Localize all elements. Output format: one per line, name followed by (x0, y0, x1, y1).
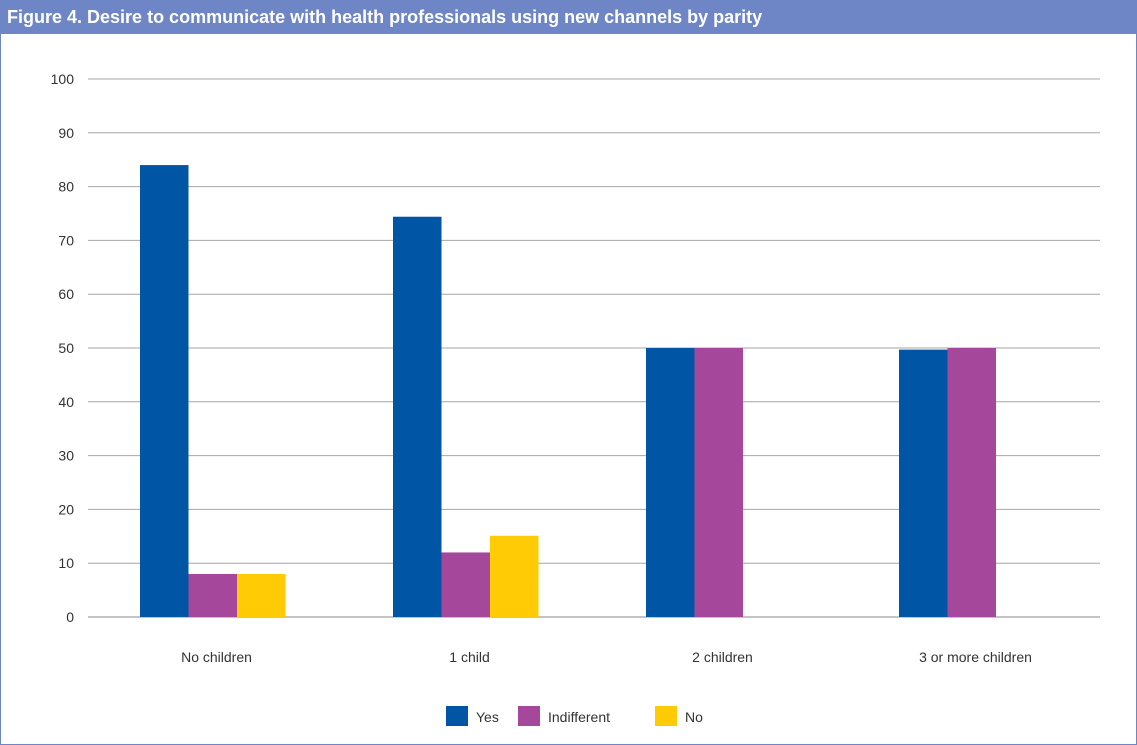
legend: Yes Indifferent No (446, 706, 703, 726)
bar-yes-3 (899, 349, 948, 617)
x-axis-ticks: No children 1 child 2 children 3 or more ch… (181, 649, 1032, 665)
legend-label-yes: Yes (476, 709, 499, 725)
bar-indifferent-2 (694, 348, 743, 617)
bars (140, 165, 996, 617)
y-tick-label: 10 (58, 555, 74, 571)
legend-label-indifferent: Indifferent (548, 709, 610, 725)
bar-yes-0 (140, 165, 189, 617)
y-axis-ticks: 0 10 20 30 40 50 60 70 80 90 100 (51, 71, 75, 625)
x-tick-label: 1 child (449, 649, 489, 665)
x-tick-label: No children (181, 649, 252, 665)
bar-no-1 (490, 535, 539, 617)
y-tick-label: 70 (58, 232, 74, 248)
bar-indifferent-0 (188, 573, 237, 617)
y-tick-label: 0 (66, 609, 74, 625)
y-tick-label: 100 (51, 71, 75, 87)
legend-swatch-yes (446, 706, 468, 726)
figure-title: Desire to communicate with health profes… (87, 7, 763, 27)
y-tick-label: 40 (58, 394, 74, 410)
y-tick-label: 50 (58, 340, 74, 356)
x-tick-label: 3 or more children (919, 649, 1032, 665)
bar-no-0 (237, 573, 286, 617)
y-tick-label: 60 (58, 286, 74, 302)
bar-yes-1 (393, 216, 442, 617)
y-tick-label: 80 (58, 179, 74, 195)
x-tick-label: 2 children (692, 649, 753, 665)
y-tick-label: 30 (58, 448, 74, 464)
bar-yes-2 (646, 348, 695, 617)
y-tick-label: 90 (58, 125, 74, 141)
bar-indifferent-1 (441, 552, 490, 617)
figure-label: Figure 4. (7, 7, 83, 27)
legend-swatch-indifferent (518, 706, 540, 726)
legend-label-no: No (685, 709, 703, 725)
y-tick-label: 20 (58, 501, 74, 517)
bar-indifferent-3 (947, 348, 996, 617)
figure-header: Figure 4. Desire to communicate with hea… (1, 1, 1136, 34)
legend-swatch-no (655, 706, 677, 726)
